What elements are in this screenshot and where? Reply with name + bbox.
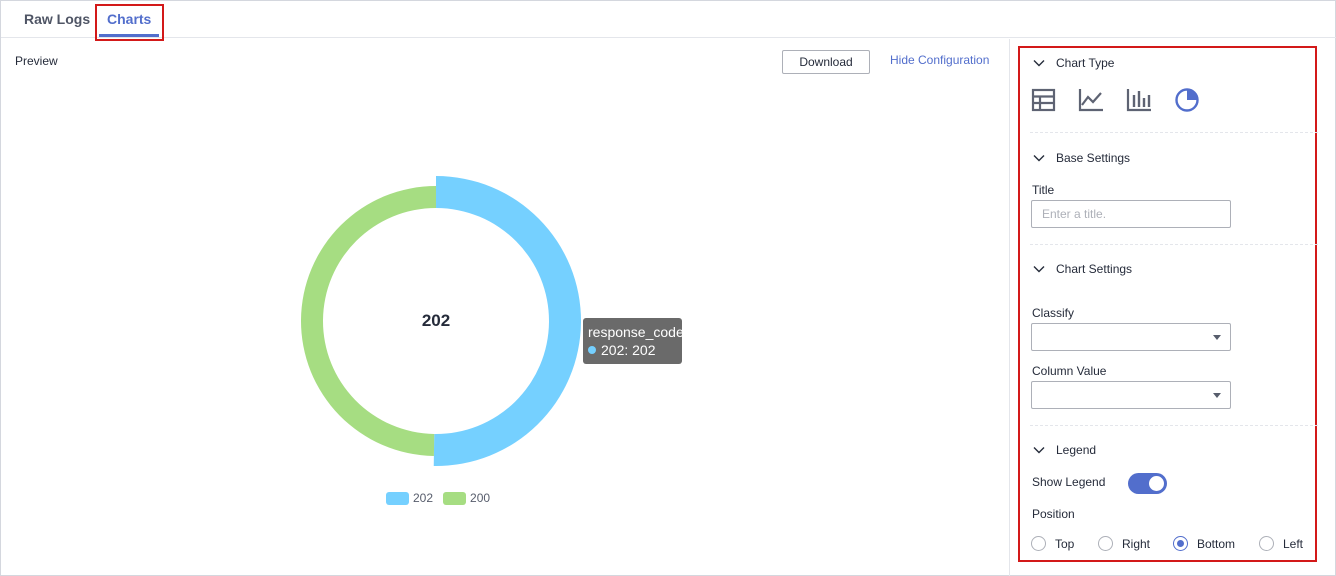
radio-label-bottom: Bottom: [1197, 536, 1236, 551]
tooltip-title: response_code: [588, 324, 684, 340]
donut-center-label: 202: [422, 311, 450, 330]
caret-down-icon: [1213, 393, 1221, 398]
chevron-down-icon: [1033, 155, 1045, 162]
radio-label-top: Top: [1055, 536, 1075, 551]
radio-label-right: Right: [1122, 536, 1151, 551]
tab-raw-logs[interactable]: Raw Logs: [24, 11, 91, 27]
caret-down-icon: [1213, 335, 1221, 340]
donut-slice-200[interactable]: [301, 186, 436, 456]
radio-label-left: Left: [1283, 536, 1304, 551]
tooltip-entry: 202: 202: [601, 342, 656, 358]
chart-config-panel: Chart Type Base Settings: [1018, 46, 1318, 562]
legend-section-header[interactable]: Legend: [1032, 443, 1096, 457]
base-settings-heading: Base Settings: [1056, 151, 1131, 165]
show-legend-toggle[interactable]: [1128, 473, 1167, 494]
radio-position-bottom[interactable]: Bottom: [1173, 536, 1235, 551]
tooltip-row: 202: 202: [588, 341, 677, 359]
toggle-knob: [1149, 476, 1164, 491]
title-label: Title: [1032, 183, 1055, 197]
legend-item-202[interactable]: 202: [386, 491, 433, 505]
table-icon[interactable]: [1030, 86, 1058, 114]
chart-type-section-header[interactable]: Chart Type: [1032, 56, 1114, 70]
chart-settings-heading: Chart Settings: [1056, 262, 1133, 276]
classify-select[interactable]: [1031, 323, 1231, 351]
section-divider: [1030, 244, 1318, 245]
position-label: Position: [1032, 507, 1075, 521]
chart-legend: 202 200: [386, 491, 500, 505]
section-divider: [1030, 425, 1318, 426]
chevron-down-icon: [1033, 266, 1045, 273]
chart-settings-section-header[interactable]: Chart Settings: [1032, 262, 1132, 276]
chevron-down-icon: [1033, 447, 1045, 454]
column-value-label: Column Value: [1032, 364, 1107, 378]
radio-circle: [1259, 536, 1274, 551]
chart-type-heading: Chart Type: [1056, 56, 1115, 70]
tab-bar: Raw Logs Charts: [1, 1, 1336, 41]
radio-circle: [1031, 536, 1046, 551]
line-chart-icon[interactable]: [1077, 86, 1105, 114]
legend-heading: Legend: [1056, 443, 1097, 457]
radio-circle: [1173, 536, 1188, 551]
hide-configuration-link[interactable]: Hide Configuration: [890, 53, 990, 67]
radio-position-left[interactable]: Left: [1259, 536, 1303, 551]
radio-circle: [1098, 536, 1113, 551]
tooltip-series-dot: [588, 346, 596, 354]
download-button[interactable]: Download: [782, 50, 870, 74]
show-legend-label: Show Legend: [1032, 475, 1106, 489]
donut-chart: 202: [301, 176, 582, 466]
pie-chart-icon[interactable]: [1173, 86, 1201, 114]
legend-item-200[interactable]: 200: [443, 491, 490, 505]
radio-position-right[interactable]: Right: [1098, 536, 1150, 551]
preview-label: Preview: [15, 54, 58, 68]
panel-divider: [1009, 39, 1010, 576]
chevron-down-icon: [1033, 60, 1045, 67]
legend-swatch-200: [443, 491, 467, 505]
bar-chart-icon[interactable]: [1125, 86, 1153, 114]
tab-charts[interactable]: Charts: [107, 11, 152, 27]
legend-position-radio-group: Top Right Bottom Left: [1031, 536, 1317, 556]
tab-charts-highlight-box: [95, 4, 164, 41]
legend-label-200: 200: [470, 491, 491, 505]
title-input[interactable]: [1031, 200, 1231, 228]
legend-swatch-202: [386, 491, 409, 505]
column-value-select[interactable]: [1031, 381, 1231, 409]
radio-position-top[interactable]: Top: [1031, 536, 1074, 551]
chart-tooltip: response_code 202: 202: [583, 318, 684, 364]
base-settings-section-header[interactable]: Base Settings: [1032, 151, 1130, 165]
section-divider: [1030, 132, 1318, 133]
donut-slice-202[interactable]: [433, 176, 582, 466]
active-tab-indicator: [99, 34, 159, 37]
classify-label: Classify: [1032, 306, 1075, 320]
legend-label-202: 202: [413, 491, 434, 505]
